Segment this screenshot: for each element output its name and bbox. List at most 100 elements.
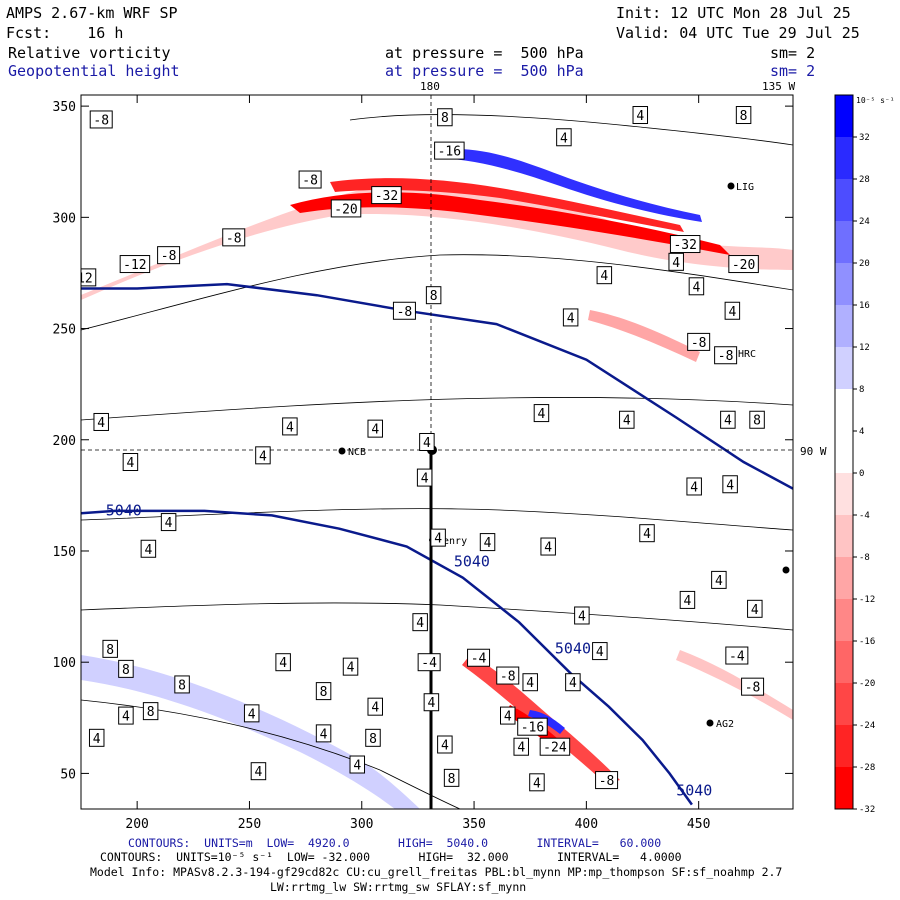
vorticity-label-text: 8 [122, 663, 130, 678]
vorticity-label-text: 4 [248, 707, 256, 722]
vorticity-label-text: 8 [448, 772, 456, 787]
vorticity-label-text: 8 [369, 732, 377, 747]
vorticity-contour-label: 8 [118, 659, 134, 678]
vorticity-contour-label: 4 [255, 446, 271, 465]
vorticity-contour-label: 4 [342, 657, 359, 676]
vorticity-label-text: 4 [165, 516, 173, 531]
x-tick-label: 300 [350, 817, 373, 832]
parallel-label-90w: 90 W [800, 445, 827, 458]
colorbar-swatch [835, 725, 853, 768]
colorbar-tick-label: -4 [859, 511, 870, 521]
vorticity-label-box [349, 755, 366, 774]
vorticity-label-box [119, 255, 151, 274]
vorticity-label-text: 4 [255, 765, 263, 780]
vorticity-label-text: -8 [93, 113, 109, 128]
vorticity-label-box [500, 706, 516, 725]
vorticity-contour-label: 4 [275, 653, 291, 672]
vorticity-contour-label: -8 [222, 228, 246, 247]
meridian-label-180: 180 [420, 80, 440, 93]
vorticity-label-text: 4 [751, 603, 759, 618]
height-contour-label: 5040 [555, 639, 591, 657]
vorticity-contour-label: -12 [119, 255, 151, 274]
model-info: Model Info: MPASv8.2.3-194-gf29cd82c CU:… [90, 865, 783, 879]
vorticity-label-text: 4 [560, 131, 568, 146]
vorticity-label-text: -4 [421, 656, 437, 671]
vorticity-label-box [392, 301, 416, 320]
vorticity-contour-label: -24 [539, 737, 571, 756]
vorticity-label-text: -20 [732, 258, 755, 273]
vorticity-label-text: -8 [745, 681, 761, 696]
x-tick-label: 450 [687, 817, 710, 832]
vorticity-label-box [419, 432, 435, 451]
vorticity-contour-label: 8 [425, 286, 442, 305]
vorticity-label-box [722, 475, 738, 494]
colorbar-swatch [835, 347, 853, 390]
vorticity-label-text: 8 [753, 414, 761, 429]
vorticity-label-box [565, 673, 581, 692]
colorbar-tick-label: -24 [859, 721, 875, 731]
vorticity-label-text: 4 [623, 414, 631, 429]
vorticity-contour-label: 8 [315, 682, 332, 701]
vorticity-contour-label: 4 [367, 697, 383, 716]
vorticity-label-text: 4 [126, 456, 134, 471]
vorticity-contour-line [349, 114, 793, 146]
positive-vorticity-north [440, 149, 702, 222]
vorticity-contour-label: 4 [315, 724, 332, 743]
vorticity-label-box [539, 737, 571, 756]
field1-name: Relative vorticity [8, 44, 171, 62]
vorticity-contour-label: -4 [725, 646, 749, 665]
vorticity-contour-label: -32 [669, 235, 701, 254]
plot-frame [80, 94, 794, 810]
vorticity-label-text: -8 [161, 249, 177, 264]
vorticity-label-box [315, 682, 332, 701]
colorbar-swatch [835, 515, 853, 558]
height-contour-1 [81, 509, 693, 806]
colorbar-swatch [835, 683, 853, 726]
vorticity-contour-label: 4 [522, 673, 538, 692]
colorbar-swatch [835, 95, 853, 138]
y-tick-label: 300 [53, 211, 76, 226]
vorticity-label-text: 4 [600, 269, 608, 284]
negative-vorticity-patch-east [676, 650, 793, 720]
vorticity-label-box [437, 735, 453, 754]
vorticity-label-box [365, 728, 381, 747]
vorticity-label-box [513, 737, 529, 756]
colorbar-tick-label: -20 [859, 679, 875, 689]
vorticity-label-text: 4 [427, 696, 435, 711]
vorticity-label-text: 4 [320, 727, 328, 742]
height-contour-label: 5040 [454, 553, 490, 571]
vorticity-contour-label: 4 [140, 539, 157, 558]
vorticity-label-text: 4 [441, 738, 449, 753]
colorbar-swatch [835, 641, 853, 684]
vorticity-contour-label: 8 [102, 639, 118, 658]
vorticity-label-text: 4 [286, 420, 294, 435]
vorticity-contour-info: CONTOURS: UNITS=10⁻⁵ s⁻¹ LOW= -32.000 HI… [100, 850, 682, 864]
vorticity-label-text: 4 [353, 759, 361, 774]
vorticity-label-text: 4 [279, 656, 287, 671]
vorticity-contour-label: 4 [540, 537, 556, 556]
vorticity-label-text: 4 [533, 776, 541, 791]
field2-smoothing: sm= 2 [770, 62, 816, 80]
vorticity-label-box [632, 106, 649, 125]
colorbar-tick-label: 28 [859, 175, 870, 185]
valid-time: Valid: 04 UTC Tue 29 Jul 25 [616, 24, 860, 42]
vorticity-contour-label: 4 [747, 599, 763, 618]
vorticity-label-box [724, 301, 741, 320]
vorticity-label-text: 8 [430, 289, 438, 304]
vorticity-contour-label: -8 [89, 110, 113, 129]
vorticity-contour-label: 4 [513, 737, 529, 756]
colorbar-swatch [835, 767, 853, 810]
vorticity-contour-label: 4 [639, 524, 655, 543]
vorticity-contour-label: 4 [565, 673, 581, 692]
vorticity-label-text: -12 [123, 258, 146, 273]
vorticity-label-box [686, 477, 702, 496]
colorbar-tick-label: 24 [859, 217, 870, 227]
vorticity-label-text: -8 [691, 336, 707, 351]
station-marker-lig [727, 182, 735, 190]
colorbar-tick-label: 4 [859, 427, 864, 437]
vorticity-label-text: 4 [434, 532, 442, 547]
vorticity-label-box [371, 186, 402, 205]
colorbar-swatch [835, 263, 853, 306]
vorticity-label-text: -8 [718, 349, 734, 364]
